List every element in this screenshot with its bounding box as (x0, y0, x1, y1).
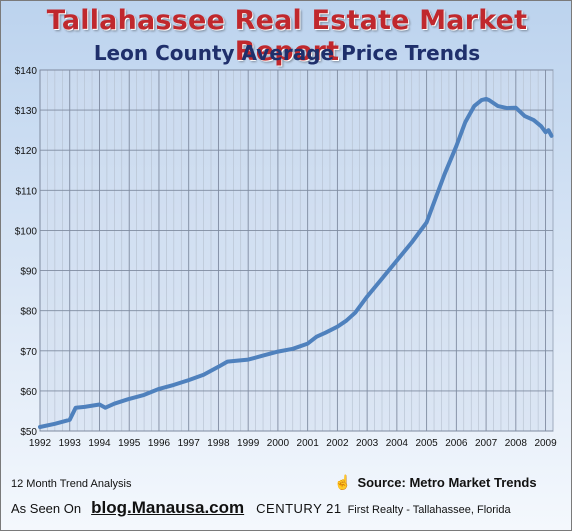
data-point (442, 172, 447, 176)
data-point (365, 295, 369, 299)
data-point (68, 418, 72, 422)
y-tick-label: $130 (15, 106, 38, 117)
x-tick-label: 1999 (237, 438, 260, 449)
x-tick-label: 1993 (59, 438, 82, 449)
data-point (546, 128, 551, 132)
data-point (549, 134, 554, 138)
data-point (472, 104, 476, 108)
x-tick-label: 1998 (207, 438, 230, 449)
data-point (505, 106, 509, 110)
x-tick-label: 1992 (29, 438, 52, 449)
data-point (306, 341, 310, 346)
plot-area (39, 69, 554, 432)
data-point (496, 104, 500, 108)
data-point (201, 373, 206, 377)
data-point (83, 405, 87, 409)
x-tick-label: 1996 (148, 438, 171, 449)
data-point (480, 98, 484, 102)
x-tick-label: 2003 (356, 438, 379, 449)
data-point (261, 353, 265, 358)
data-point (543, 130, 548, 134)
data-point (246, 358, 250, 362)
x-tick-label: 2004 (386, 438, 409, 449)
data-point (433, 196, 438, 200)
data-point (395, 258, 399, 263)
data-point (225, 360, 229, 364)
x-tick-label: 2006 (445, 438, 468, 449)
data-point (276, 349, 280, 354)
y-tick-label: $140 (15, 66, 38, 77)
data-point (425, 220, 429, 225)
data-point (314, 335, 319, 339)
x-tick-label: 2005 (415, 438, 438, 449)
data-point (514, 106, 518, 110)
data-point (454, 144, 458, 148)
realty-text: First Realty - Tallahassee, Florida (347, 504, 511, 516)
century21-text: CENTURY 21 (256, 501, 342, 516)
data-point (484, 97, 488, 101)
data-point (187, 378, 191, 382)
data-point (157, 387, 161, 391)
data-point (487, 98, 491, 102)
as-seen-on-text: As Seen On (11, 501, 82, 516)
x-tick-label: 2007 (475, 438, 498, 449)
x-tick-label: 2002 (326, 438, 349, 449)
y-tick-label: $100 (15, 226, 38, 237)
data-point (127, 397, 131, 401)
y-tick-label: $60 (20, 387, 37, 398)
data-point (344, 319, 348, 323)
y-tick-label: $110 (15, 186, 37, 197)
footer-line: As Seen On blog.Manausa.com CENTURY 21 F… (11, 498, 567, 518)
x-tick-label: 2008 (505, 438, 528, 449)
y-tick-label: $70 (20, 347, 37, 358)
data-point (410, 240, 414, 245)
source-note: ☝ Source: Metro Market Trends (334, 474, 537, 491)
x-tick-label: 2000 (267, 438, 290, 449)
data-point (335, 325, 339, 329)
data-point (532, 118, 536, 122)
data-point (323, 331, 328, 335)
y-axis-ticks: $50 $60 $70 $80 $90 $100 $110 $120 $130 $140 (15, 66, 38, 438)
data-point (53, 422, 57, 426)
data-point (97, 402, 102, 407)
series-group (38, 96, 554, 429)
y-tick-label: $120 (15, 146, 38, 157)
data-point (291, 347, 295, 351)
data-point (523, 114, 527, 118)
y-tick-label: $90 (20, 267, 37, 278)
data-point (353, 311, 357, 315)
x-tick-label: 2001 (297, 438, 320, 449)
data-point (74, 406, 78, 410)
chart-subtitle: Leon County Average Price Trends (93, 41, 481, 65)
grid-lines (39, 69, 554, 432)
blog-link[interactable]: blog.Manausa.com (91, 498, 245, 517)
pointing-hand-icon: ☝ (334, 474, 352, 490)
x-tick-label: 1994 (88, 438, 111, 449)
data-point (112, 402, 116, 406)
x-axis-ticks: 1992 1993 1994 1995 1996 1997 1998 1999 2000 2001… (29, 438, 557, 449)
x-tick-label: 1995 (118, 438, 141, 449)
data-point (103, 406, 108, 410)
data-point (380, 276, 384, 281)
x-tick-label: 2009 (534, 438, 557, 449)
y-tick-label: $80 (20, 307, 37, 318)
data-point (216, 365, 221, 369)
data-point (172, 383, 176, 387)
chart-title: Tallahassee Real Estate Market Report (46, 5, 528, 67)
data-point (38, 425, 42, 429)
data-point (463, 120, 467, 124)
x-tick-label: 1997 (178, 438, 201, 449)
data-point (142, 393, 146, 397)
trend-note: 12 Month Trend Analysis (11, 478, 132, 490)
data-point (539, 124, 543, 128)
y-tick-label: $50 (20, 427, 37, 438)
data-point (234, 359, 238, 363)
source-text: Source: Metro Market Trends (357, 475, 537, 490)
